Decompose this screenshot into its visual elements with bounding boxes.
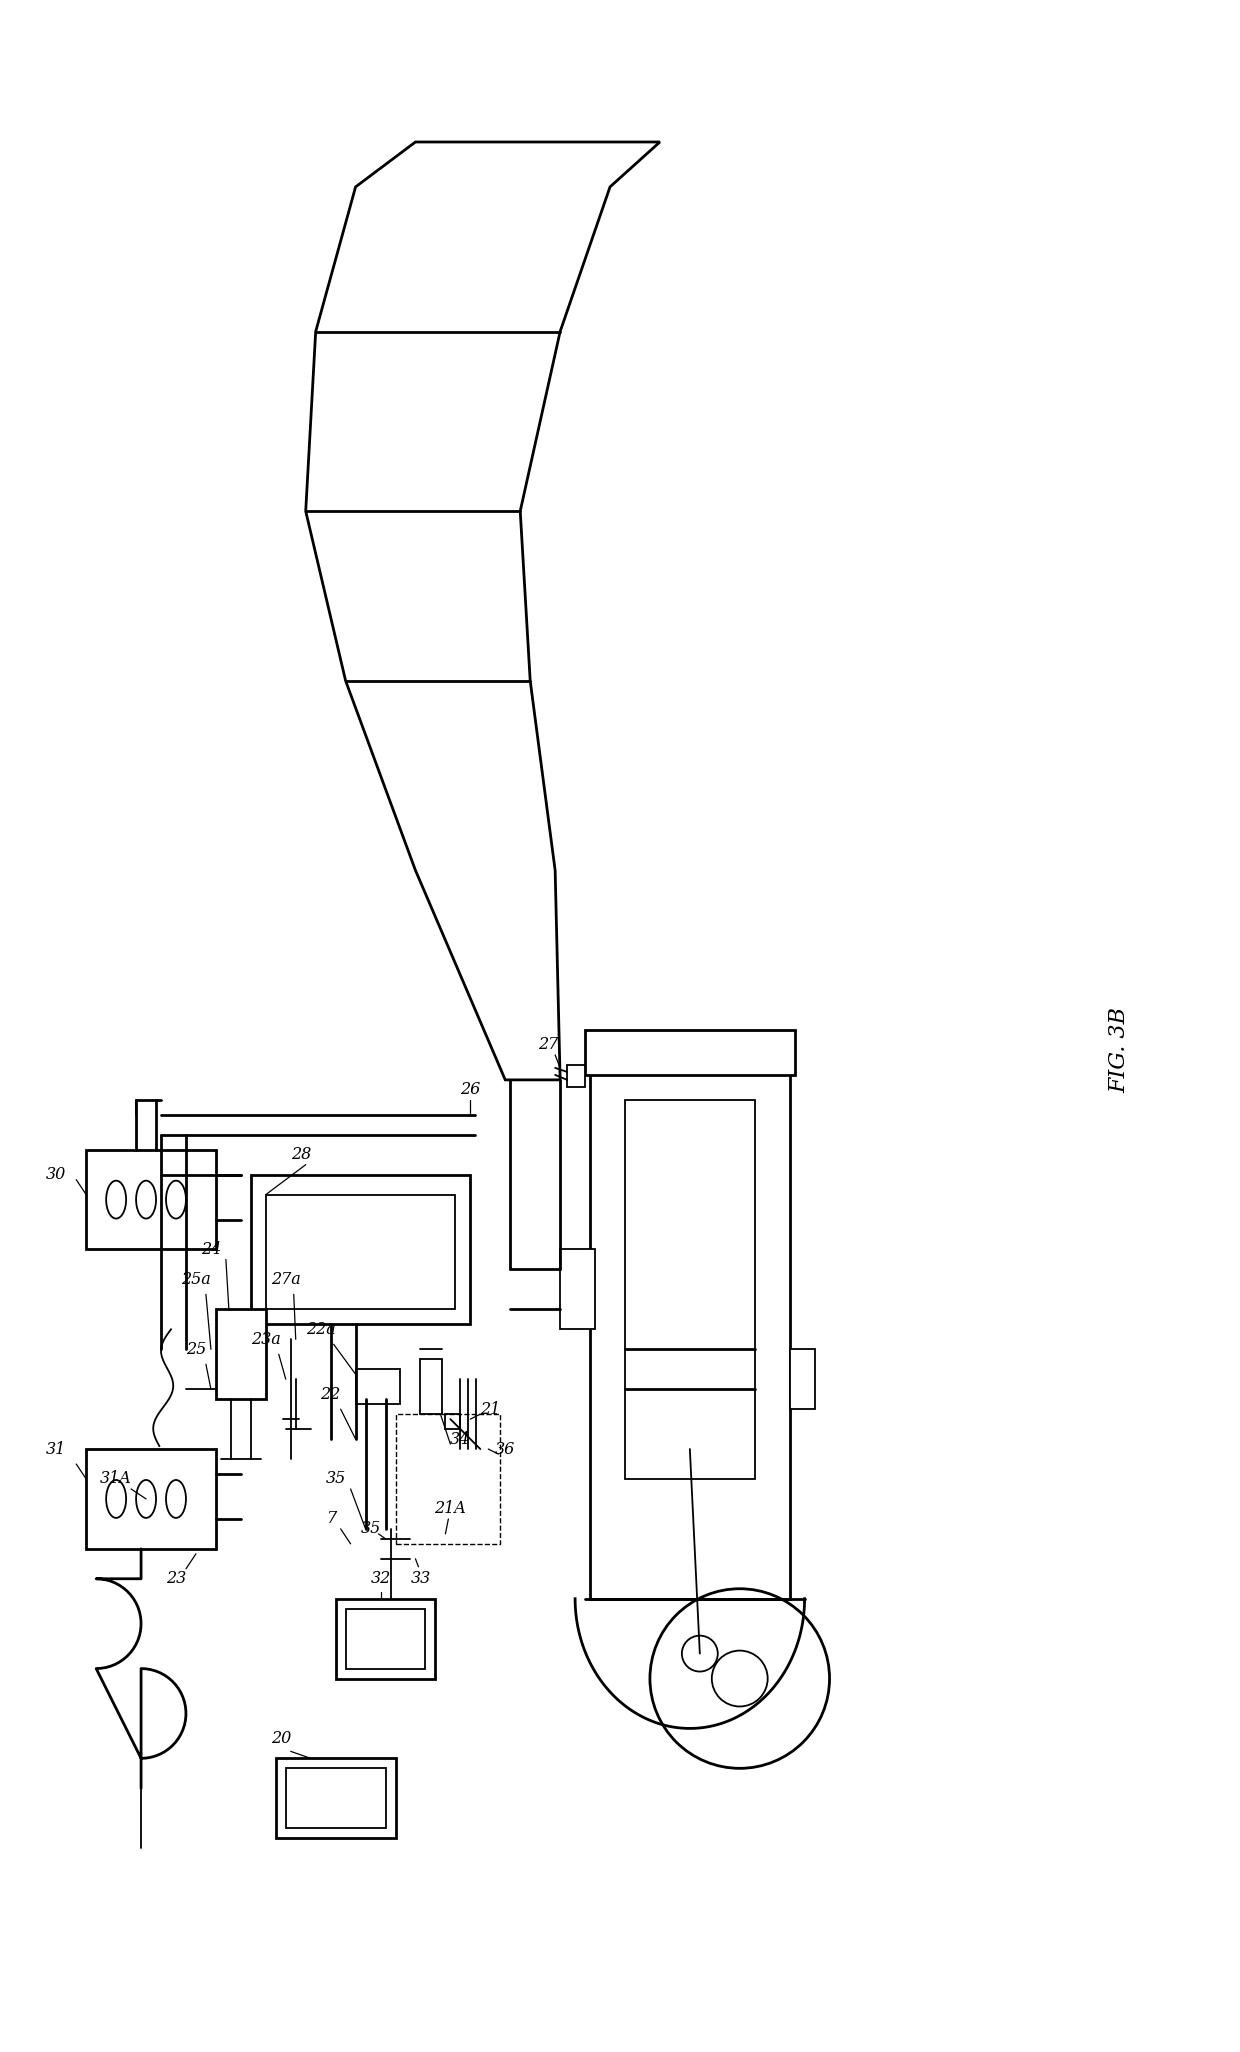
Bar: [285, 1769, 386, 1828]
Text: 22a: 22a: [306, 1321, 336, 1338]
Bar: [567, 1065, 585, 1088]
Bar: [265, 1194, 455, 1309]
Text: 27: 27: [538, 1036, 558, 1053]
Text: 33: 33: [410, 1570, 430, 1588]
Text: 36: 36: [495, 1441, 516, 1457]
Text: FIG. 3B: FIG. 3B: [1107, 1008, 1130, 1094]
Text: 7: 7: [326, 1510, 336, 1527]
Text: 27a: 27a: [270, 1270, 300, 1289]
Bar: [336, 1599, 435, 1679]
Text: 30: 30: [46, 1166, 67, 1184]
Text: 31: 31: [46, 1441, 67, 1457]
Bar: [625, 1100, 755, 1479]
Bar: [560, 1250, 595, 1330]
Text: 21: 21: [480, 1402, 501, 1418]
Text: 22: 22: [320, 1385, 341, 1404]
Bar: [250, 1174, 470, 1324]
Bar: [445, 1414, 460, 1428]
Bar: [87, 1149, 216, 1250]
Text: 35: 35: [326, 1471, 346, 1488]
Text: 26: 26: [460, 1081, 480, 1098]
Text: 34: 34: [450, 1430, 470, 1447]
Bar: [585, 1030, 795, 1075]
Text: 25: 25: [186, 1340, 206, 1358]
Bar: [790, 1350, 815, 1410]
Bar: [356, 1369, 401, 1404]
Text: 25a: 25a: [181, 1270, 211, 1289]
Text: 23: 23: [166, 1570, 186, 1588]
Text: 31A: 31A: [100, 1471, 131, 1488]
Bar: [216, 1309, 265, 1399]
Text: 21A: 21A: [434, 1500, 466, 1516]
Bar: [396, 1414, 500, 1543]
Bar: [346, 1609, 425, 1668]
Text: 28: 28: [290, 1147, 311, 1163]
Bar: [590, 1069, 790, 1599]
Polygon shape: [306, 142, 660, 1079]
Bar: [87, 1449, 216, 1549]
Text: 24: 24: [201, 1241, 221, 1258]
Text: 35: 35: [361, 1521, 381, 1537]
Text: 20: 20: [270, 1730, 291, 1746]
Bar: [420, 1358, 443, 1414]
Text: 23a: 23a: [250, 1332, 280, 1348]
Bar: [275, 1759, 396, 1839]
Text: 32: 32: [371, 1570, 391, 1588]
